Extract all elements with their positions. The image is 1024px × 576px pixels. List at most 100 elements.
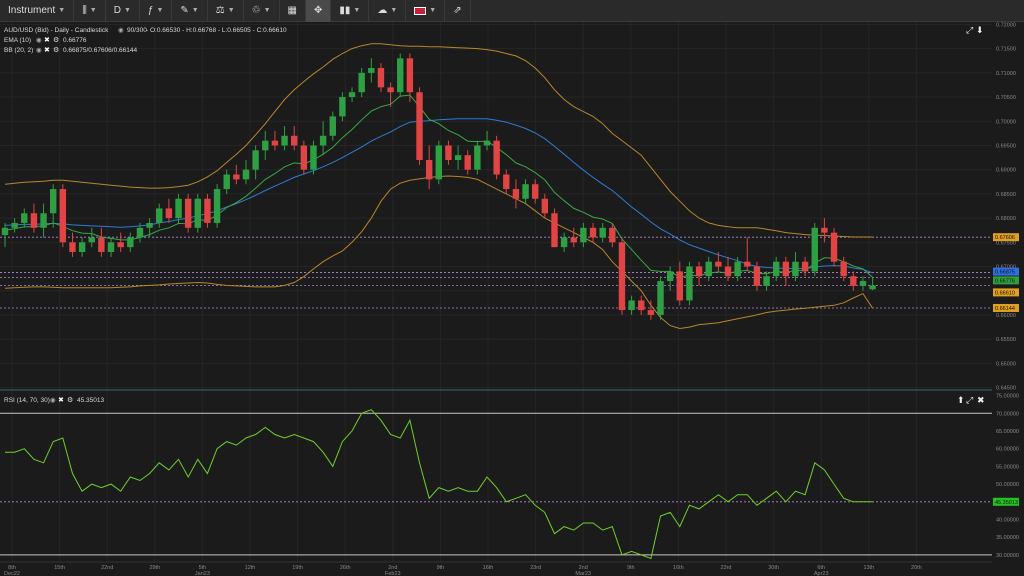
instrument-selector[interactable]: Instrument ▼	[0, 0, 75, 22]
language-button[interactable]: ▼	[406, 0, 446, 22]
candle[interactable]	[599, 222, 606, 243]
candle[interactable]	[821, 218, 828, 243]
candle[interactable]	[695, 261, 703, 286]
candle[interactable]	[11, 218, 18, 233]
bb-settings-icon[interactable]: ⚙	[53, 46, 59, 54]
candle[interactable]	[233, 164, 240, 185]
move-up-icon[interactable]: ⬆	[957, 395, 965, 405]
candle[interactable]	[512, 179, 520, 209]
candle[interactable]	[445, 140, 452, 165]
chart-type-button[interactable]: ⫼ ▼	[74, 0, 106, 22]
ema-settings-icon[interactable]: ⚙	[53, 36, 59, 44]
candle[interactable]	[1, 222, 9, 248]
candle[interactable]	[830, 227, 838, 267]
candle[interactable]	[78, 237, 86, 257]
candle[interactable]	[869, 277, 876, 291]
candle[interactable]	[435, 140, 442, 185]
candle[interactable]	[69, 232, 76, 257]
candle[interactable]	[136, 222, 144, 243]
candle[interactable]	[657, 276, 664, 320]
candle[interactable]	[850, 271, 857, 291]
candle[interactable]	[339, 92, 346, 122]
candle[interactable]	[570, 227, 577, 248]
candle[interactable]	[782, 256, 790, 286]
candle[interactable]	[792, 252, 799, 282]
candle[interactable]	[300, 140, 308, 175]
candle[interactable]	[503, 169, 510, 194]
candle[interactable]	[329, 111, 336, 141]
candle[interactable]	[242, 160, 250, 185]
candle[interactable]	[107, 237, 115, 257]
candle[interactable]	[609, 222, 616, 248]
candle[interactable]	[666, 266, 674, 291]
rsi-eye-icon[interactable]: ◉	[50, 397, 56, 404]
candle[interactable]	[425, 145, 433, 190]
candle[interactable]	[348, 87, 356, 102]
candle[interactable]	[744, 237, 751, 272]
layout-button[interactable]: ▦	[280, 0, 306, 22]
candle[interactable]	[146, 218, 153, 238]
studies-button[interactable]: ⚖ ▼	[208, 0, 244, 22]
candle[interactable]	[40, 203, 47, 238]
bb-remove-icon[interactable]: ✖	[44, 47, 50, 54]
candle[interactable]	[271, 130, 279, 151]
candle[interactable]	[223, 169, 230, 194]
candle[interactable]	[127, 232, 134, 252]
candle[interactable]	[493, 135, 500, 180]
expand-rsi-panel-icon[interactable]: ⤢	[965, 395, 973, 405]
candle[interactable]	[59, 184, 67, 248]
candle[interactable]	[387, 82, 394, 107]
candle[interactable]	[551, 208, 558, 248]
rsi-settings-icon[interactable]: ⚙	[67, 396, 73, 404]
candle[interactable]	[811, 222, 818, 277]
candle[interactable]	[406, 53, 414, 102]
candle[interactable]	[773, 256, 780, 282]
candle[interactable]	[454, 145, 462, 170]
candle[interactable]	[368, 58, 375, 83]
candle[interactable]	[377, 63, 385, 93]
candle[interactable]	[175, 193, 182, 223]
candle[interactable]	[358, 68, 365, 98]
expand-panel-icon[interactable]: ⤢	[965, 25, 973, 35]
fullscreen-button[interactable]: ✥	[306, 0, 332, 22]
chart-area[interactable]: 0.72000 0.71500 0.71000 0.70500 0.70000 0.695…	[0, 22, 1024, 576]
candle[interactable]	[30, 203, 38, 233]
candle[interactable]	[647, 300, 655, 320]
candle[interactable]	[88, 227, 95, 248]
period-selector[interactable]: D ▼	[106, 0, 140, 22]
candle[interactable]	[715, 252, 722, 272]
candle[interactable]	[686, 261, 693, 306]
share-button[interactable]: ⇗	[445, 0, 471, 22]
candle[interactable]	[204, 193, 211, 228]
candle[interactable]	[474, 140, 481, 175]
candle[interactable]	[291, 126, 298, 151]
candle[interactable]	[724, 256, 732, 282]
candle[interactable]	[628, 295, 635, 315]
candle[interactable]	[734, 256, 741, 282]
candle[interactable]	[165, 198, 173, 223]
candle[interactable]	[840, 256, 847, 282]
visibility-eye-icon[interactable]: ◉	[118, 27, 124, 34]
candle[interactable]	[252, 145, 259, 180]
candle[interactable]	[50, 184, 57, 228]
indicators-button[interactable]: ƒ ▼	[140, 0, 173, 22]
candle[interactable]	[464, 150, 471, 175]
candle[interactable]	[753, 261, 761, 291]
candle[interactable]	[21, 208, 28, 228]
candle[interactable]	[522, 179, 529, 204]
candle[interactable]	[194, 193, 201, 233]
close-rsi-panel-icon[interactable]: ✖	[977, 395, 985, 405]
candle[interactable]	[319, 121, 327, 156]
move-down-icon[interactable]: ⬇	[976, 25, 984, 35]
bb-eye-icon[interactable]: ◉	[36, 47, 42, 54]
draw-tool-button[interactable]: ✎ ▼	[172, 0, 208, 22]
ema-eye-icon[interactable]: ◉	[36, 37, 42, 44]
candle[interactable]	[763, 271, 770, 291]
candle[interactable]	[676, 261, 683, 306]
candle[interactable]	[589, 222, 597, 243]
candle[interactable]	[859, 276, 867, 291]
candle[interactable]	[541, 193, 549, 219]
candle[interactable]	[705, 256, 712, 282]
candle[interactable]	[560, 232, 568, 252]
candle[interactable]	[262, 130, 269, 160]
